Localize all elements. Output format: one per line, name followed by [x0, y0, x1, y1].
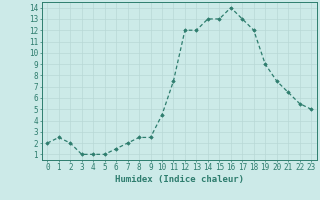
X-axis label: Humidex (Indice chaleur): Humidex (Indice chaleur) [115, 175, 244, 184]
